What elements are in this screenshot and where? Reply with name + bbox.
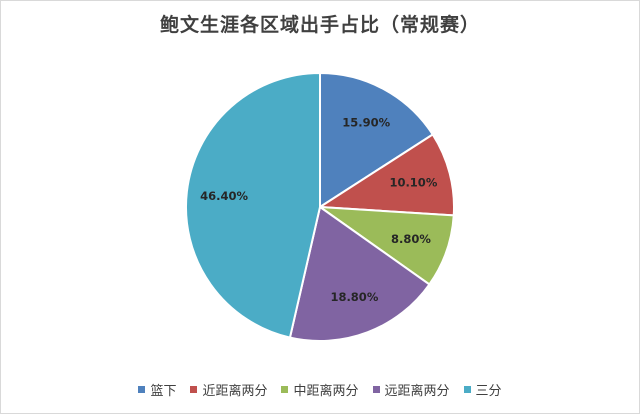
pie-slice-1 — [319, 71, 435, 209]
chart-legend: 篮下 近距离两分 中距离两分 远距离两分 三分 — [0, 380, 640, 399]
slice-value-label-3: 8.80% — [391, 232, 431, 246]
pie-slice-5 — [184, 71, 321, 339]
legend-swatch-1 — [138, 386, 146, 393]
legend-label-2: 近距离两分 — [202, 384, 268, 399]
pie-labels: 15.90% 10.10% 8.80% 18.80% 46.40% — [200, 115, 438, 304]
pie-slice-4 — [288, 205, 431, 342]
legend-item-2: 近距离两分 — [190, 380, 267, 399]
legend-item-4: 远距离两分 — [372, 380, 450, 399]
pie-slices — [184, 71, 455, 342]
legend-label-3: 中距离两分 — [293, 384, 359, 399]
legend-label-5: 三分 — [475, 384, 502, 399]
legend-swatch-4 — [372, 386, 380, 393]
slice-value-label-1: 15.90% — [342, 115, 390, 129]
slice-value-label-4: 18.80% — [330, 290, 378, 304]
legend-swatch-3 — [281, 386, 289, 393]
slice-value-label-5: 46.40% — [200, 189, 248, 203]
legend-item-1: 篮下 — [138, 380, 176, 399]
legend-label-1: 篮下 — [150, 384, 177, 399]
legend-swatch-2 — [190, 386, 198, 393]
legend-swatch-5 — [463, 386, 471, 393]
pie-slice-2 — [316, 133, 455, 217]
legend-item-5: 三分 — [463, 380, 502, 399]
chart-title: 鲍文生涯各区域出手占比（常规赛） — [159, 14, 480, 36]
legend-label-4: 远距离两分 — [384, 384, 450, 399]
legend-item-3: 中距离两分 — [281, 380, 359, 399]
slice-value-label-2: 10.10% — [389, 176, 437, 190]
